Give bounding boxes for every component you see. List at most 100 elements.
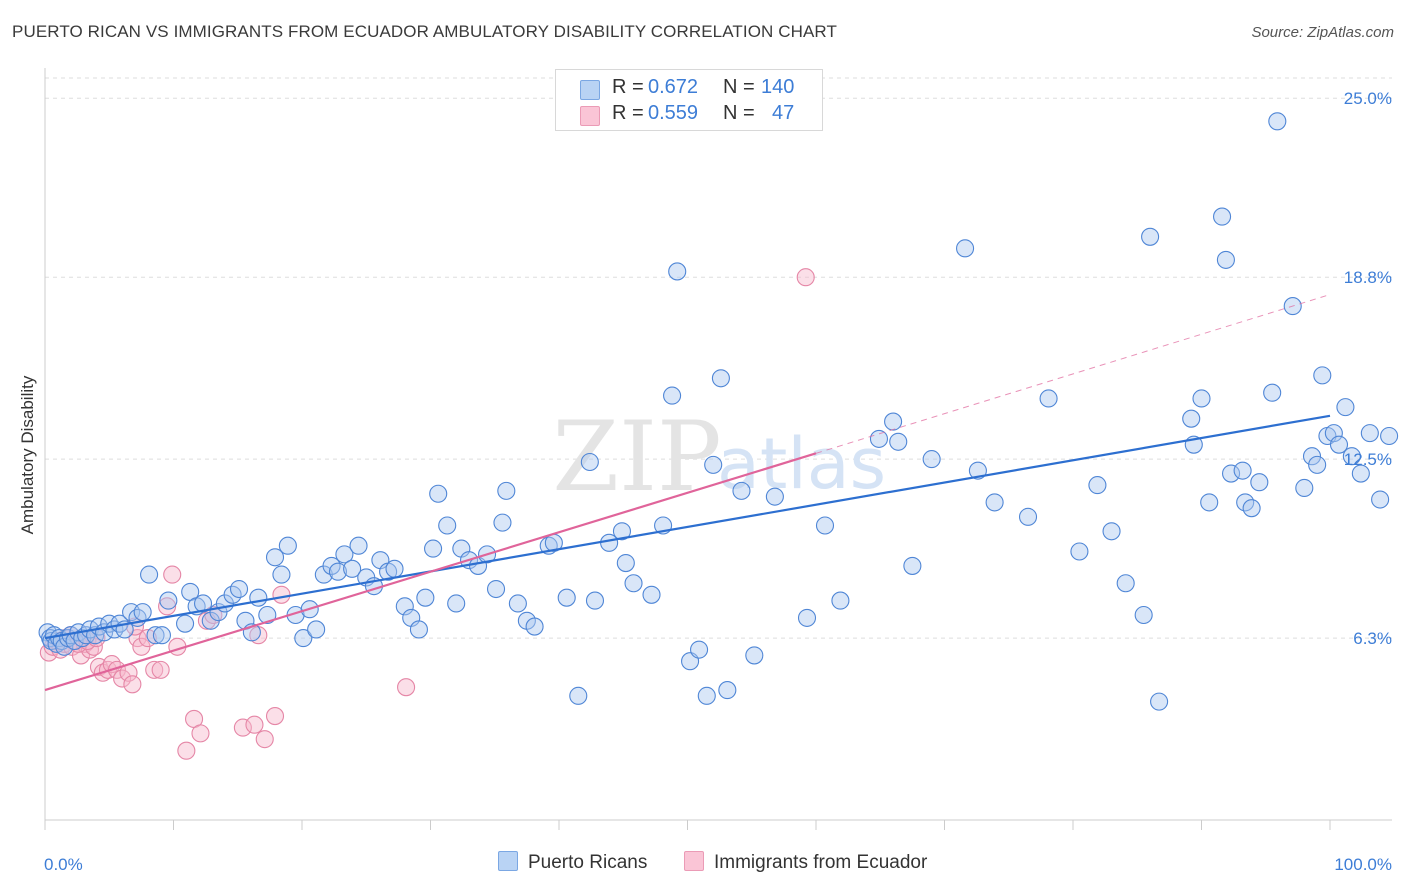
puerto-rican-point — [585, 591, 605, 610]
puerto-rican-point — [1295, 478, 1314, 498]
puerto-rican-point — [1039, 389, 1058, 408]
puerto-rican-point — [335, 545, 354, 564]
legend-n-value: 140 — [761, 76, 795, 98]
puerto-rican-point — [272, 565, 291, 584]
trend-lines — [44, 294, 1331, 692]
puerto-rican-point — [409, 620, 428, 639]
puerto-rican-point — [1102, 522, 1121, 541]
puerto-rican-point — [1150, 692, 1169, 711]
puerto-rican-point — [1308, 455, 1327, 474]
puerto-rican-point — [1324, 424, 1343, 443]
legend-n-value: 47 — [772, 102, 795, 124]
puerto-rican-point — [1263, 383, 1282, 402]
puerto-rican-point — [1250, 473, 1269, 492]
puerto-rican-point — [612, 522, 632, 541]
ecuador-point — [177, 741, 196, 760]
puerto-rican-point — [133, 603, 152, 622]
ecuador-point — [265, 707, 285, 726]
puerto-rican-point — [704, 455, 723, 474]
puerto-rican-point — [1336, 398, 1355, 417]
watermark-zip: ZIP — [552, 401, 721, 513]
puerto-rican-point — [278, 536, 297, 555]
chart-title: PUERTO RICAN VS IMMIGRANTS FROM ECUADOR … — [12, 22, 837, 41]
x-tick-label: 100.0% — [1334, 855, 1392, 874]
correlation-legend: R = 0.672 N = 140 R = 0.559 N = 47 — [555, 69, 823, 131]
puerto-rican-point — [1182, 409, 1201, 428]
puerto-rican-point — [265, 548, 285, 567]
puerto-rican-point — [624, 574, 643, 593]
puerto-rican-point — [732, 481, 751, 500]
ecuador-point — [233, 718, 252, 737]
puerto-rican-point — [1302, 447, 1322, 466]
y-tick-label: 25.0% — [1344, 89, 1392, 108]
puerto-rican-point — [55, 637, 74, 656]
puerto-rican-point — [869, 429, 889, 448]
puerto-rican-point — [765, 487, 784, 506]
puerto-rican-point — [438, 516, 457, 535]
ecuador-point — [163, 565, 182, 584]
puerto-rican-point — [884, 412, 903, 431]
puerto-rican-point — [525, 617, 544, 636]
puerto-rican-point — [956, 239, 975, 258]
puerto-rican-point — [343, 559, 362, 578]
puerto-rican-point — [1329, 435, 1349, 454]
puerto-rican-point — [328, 562, 348, 581]
legend-r-value: 0.559 — [648, 102, 699, 124]
puerto-rican-point — [616, 553, 635, 573]
puerto-rican-point — [903, 556, 922, 575]
source-label: Source: ZipAtlas.com — [1251, 24, 1394, 41]
puerto-rican-point — [447, 594, 466, 613]
puerto-rican-point — [557, 588, 576, 607]
ecuador-point — [796, 268, 815, 287]
puerto-rican-point — [258, 605, 277, 625]
puerto-rican-point — [831, 591, 850, 610]
puerto-rican-point — [176, 614, 195, 633]
bottom-legend-label: Puerto Ricans — [528, 852, 648, 873]
puerto-rican-point — [1192, 389, 1211, 408]
puerto-rican-point — [486, 579, 506, 599]
puerto-rican-point — [1360, 424, 1379, 443]
puerto-rican-point — [1018, 507, 1038, 526]
puerto-rican-point — [493, 513, 512, 532]
puerto-rican-point — [1088, 476, 1107, 495]
puerto-rican-point — [745, 646, 764, 665]
puerto-rican-point — [1371, 490, 1390, 509]
bottom-legend-swatch-pink — [684, 851, 704, 871]
puerto-rican-point — [1213, 207, 1232, 226]
legend-r-label: R = — [612, 102, 644, 124]
puerto-rican-point — [1141, 227, 1160, 246]
puerto-rican-point — [1268, 112, 1287, 131]
puerto-rican-point — [1351, 464, 1370, 483]
ecuador-point — [145, 660, 164, 679]
puerto-rican-point — [985, 493, 1004, 512]
grid-lines — [45, 77, 1392, 639]
puerto-rican-point — [690, 640, 709, 659]
puerto-rican-point — [668, 262, 687, 281]
puerto-rican-point — [922, 450, 941, 469]
puerto-rican-point — [711, 369, 730, 388]
puerto-rican-point — [508, 594, 527, 613]
series-ecuador-points — [39, 268, 815, 760]
puerto-rican-point — [697, 686, 716, 705]
ecuador-point — [397, 678, 416, 697]
ecuador-point — [158, 597, 177, 616]
ecuador-point — [191, 724, 210, 743]
puerto-rican-point — [797, 608, 817, 627]
puerto-rican-point — [229, 579, 249, 599]
puerto-rican-point — [1200, 493, 1219, 512]
puerto-rican-point — [569, 686, 588, 705]
puerto-rican-point — [1134, 605, 1153, 625]
puerto-rican-point — [1342, 447, 1361, 466]
puerto-rican-point — [159, 591, 178, 610]
puerto-rican-point — [429, 484, 448, 503]
puerto-rican-point — [718, 681, 737, 700]
y-tick-label: 6.3% — [1353, 629, 1392, 648]
ecuador-point — [151, 660, 170, 679]
puerto-rican-point — [416, 588, 435, 607]
trend-line-ecuador — [44, 452, 817, 692]
puerto-rican-point — [249, 588, 268, 607]
bottom-legend-label: Immigrants from Ecuador — [714, 852, 928, 873]
puerto-rican-point — [385, 559, 404, 578]
tick-labels: 6.3% 12.5% 18.8% 25.0% 0.0% 100.0% — [44, 89, 1392, 874]
